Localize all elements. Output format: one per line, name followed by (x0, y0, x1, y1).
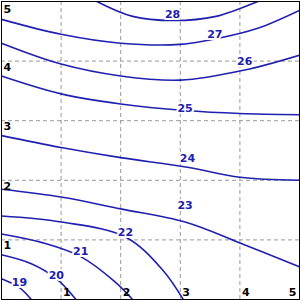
svg-text:3: 3 (4, 120, 12, 133)
svg-text:20: 20 (49, 269, 65, 282)
svg-text:26: 26 (237, 55, 253, 68)
svg-text:5: 5 (4, 3, 12, 16)
svg-text:2: 2 (123, 286, 131, 299)
svg-text:24: 24 (180, 152, 196, 165)
svg-text:2: 2 (4, 180, 12, 193)
svg-text:23: 23 (177, 199, 192, 212)
svg-text:4: 4 (242, 286, 250, 299)
svg-text:27: 27 (207, 28, 222, 41)
svg-text:5: 5 (289, 286, 297, 299)
svg-text:1: 1 (4, 239, 12, 252)
svg-text:4: 4 (4, 61, 12, 74)
svg-text:1: 1 (63, 286, 71, 299)
svg-text:22: 22 (118, 226, 133, 239)
svg-text:25: 25 (177, 102, 192, 115)
svg-text:28: 28 (165, 8, 180, 21)
svg-text:21: 21 (73, 245, 88, 258)
svg-text:3: 3 (182, 286, 190, 299)
svg-text:19: 19 (12, 276, 27, 289)
